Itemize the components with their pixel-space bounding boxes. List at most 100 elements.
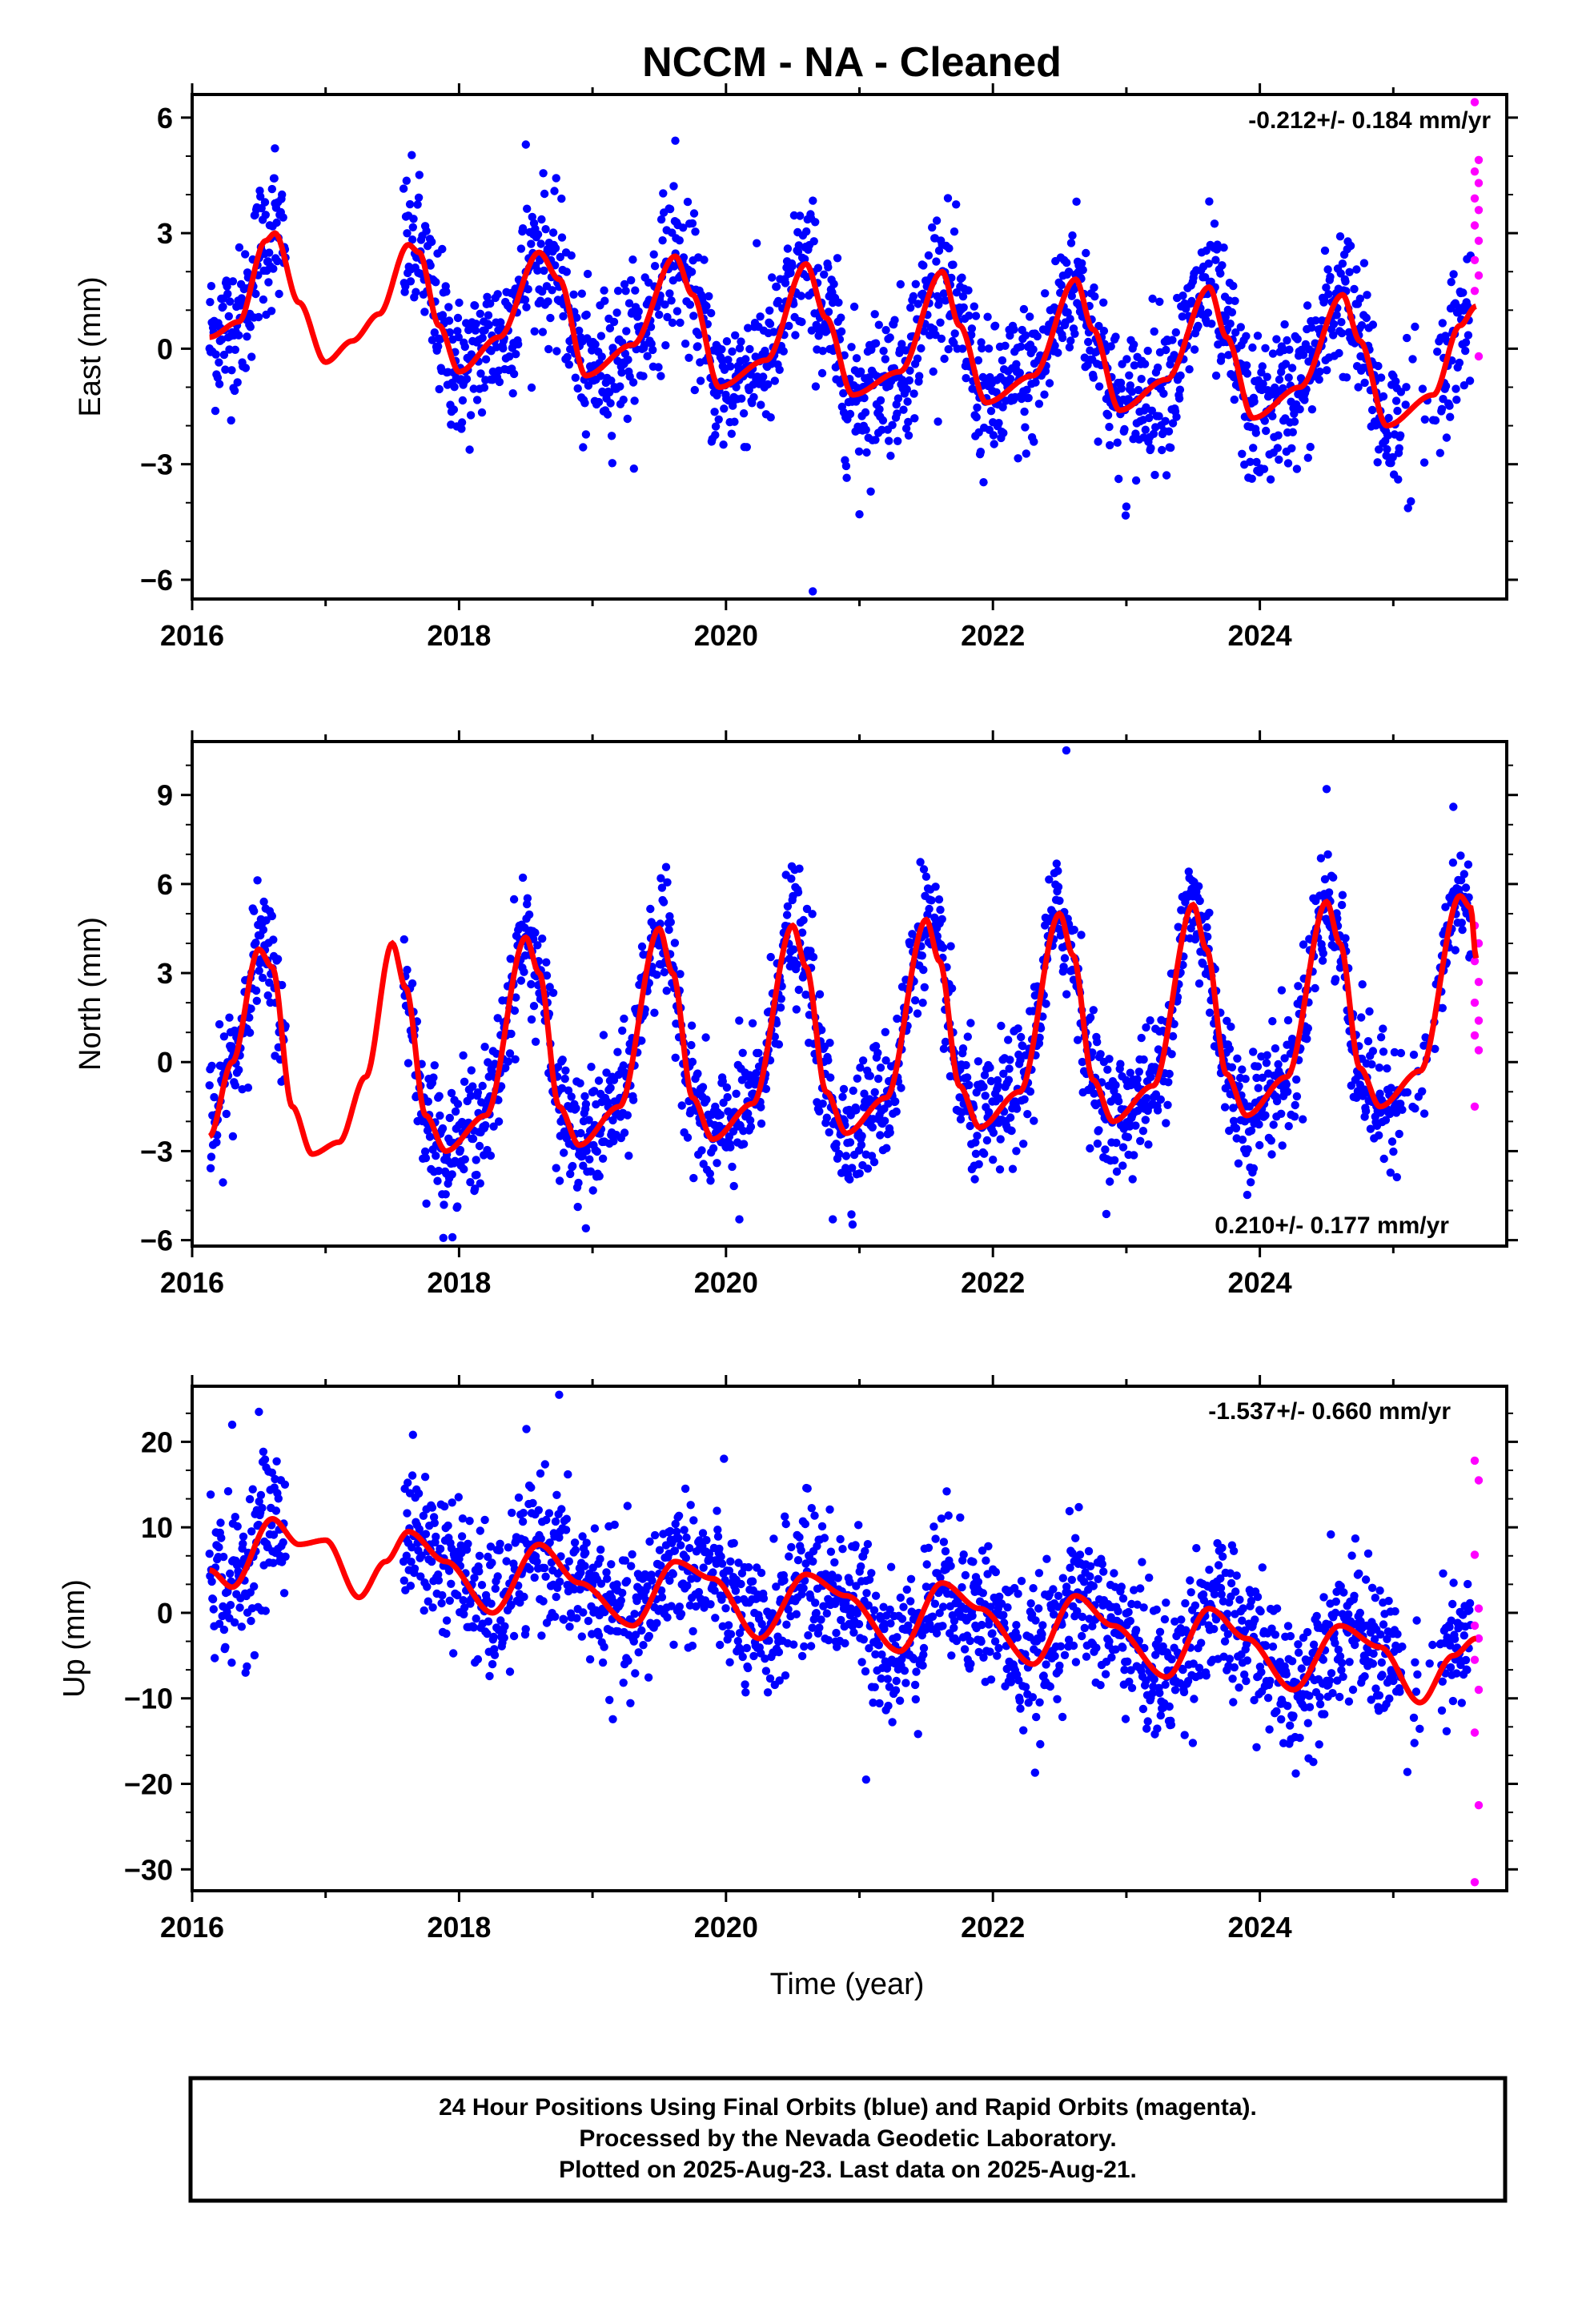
final-orbit-point <box>546 313 555 323</box>
final-orbit-point <box>661 341 670 350</box>
final-orbit-point <box>1220 1103 1230 1112</box>
final-orbit-point <box>1128 1175 1137 1184</box>
final-orbit-point <box>500 1633 508 1642</box>
final-orbit-point <box>974 356 983 365</box>
final-orbit-point <box>893 1633 901 1642</box>
final-orbit-point <box>564 1557 573 1566</box>
final-orbit-point <box>863 1540 873 1549</box>
final-orbit-point <box>896 279 905 289</box>
final-orbit-point <box>572 1104 580 1113</box>
final-orbit-point <box>1283 459 1293 468</box>
final-orbit-point <box>520 967 528 976</box>
final-orbit-point <box>1126 381 1135 390</box>
final-orbit-point <box>941 296 950 305</box>
final-orbit-point <box>205 1081 214 1090</box>
final-orbit-point <box>401 282 410 291</box>
final-orbit-point <box>239 1539 247 1549</box>
final-orbit-point <box>649 250 658 259</box>
final-orbit-point <box>617 368 626 377</box>
final-orbit-point <box>594 397 604 407</box>
final-orbit-point <box>511 1055 520 1064</box>
final-orbit-point <box>820 1534 829 1542</box>
final-orbit-point <box>414 1489 424 1498</box>
final-orbit-point <box>739 409 749 418</box>
final-orbit-point <box>1089 373 1098 382</box>
final-orbit-point <box>476 309 484 318</box>
final-orbit-point <box>460 1077 469 1087</box>
final-orbit-point <box>918 999 927 1007</box>
final-orbit-point <box>1358 980 1367 989</box>
final-orbit-point <box>560 1074 569 1084</box>
final-orbit-point <box>576 1079 584 1088</box>
final-orbit-point <box>557 194 566 203</box>
final-orbit-point <box>1207 320 1216 328</box>
final-orbit-point <box>1357 1013 1366 1022</box>
final-orbit-point <box>466 411 476 420</box>
final-orbit-point <box>1365 1007 1374 1016</box>
final-orbit-point <box>1367 405 1377 415</box>
final-orbit-point <box>215 1019 224 1029</box>
rapid-orbit-point <box>1474 155 1484 164</box>
final-orbit-point <box>230 386 239 396</box>
final-orbit-point <box>706 1600 715 1609</box>
final-orbit-point <box>673 307 682 316</box>
final-orbit-point <box>1359 259 1369 267</box>
final-orbit-point <box>849 1628 858 1637</box>
final-orbit-point <box>441 1190 450 1199</box>
final-orbit-point <box>1213 240 1222 249</box>
final-orbit-point <box>1403 1088 1412 1097</box>
final-orbit-point <box>1243 369 1252 378</box>
final-orbit-point <box>893 436 902 445</box>
final-orbit-point <box>454 1493 463 1502</box>
final-orbit-point <box>213 373 223 382</box>
final-orbit-point <box>869 1157 879 1167</box>
final-orbit-point <box>623 414 632 424</box>
y-tick-label: 0 <box>157 332 173 365</box>
final-orbit-point <box>436 1544 445 1554</box>
final-orbit-point <box>917 951 927 960</box>
final-orbit-point <box>1375 1131 1383 1140</box>
final-orbit-point <box>245 1494 255 1504</box>
final-orbit-point <box>1383 444 1391 454</box>
final-orbit-point <box>222 1109 231 1119</box>
final-orbit-point <box>690 385 699 395</box>
final-orbit-point <box>1162 471 1171 480</box>
final-orbit-point <box>612 308 621 317</box>
final-orbit-point <box>566 1169 575 1179</box>
final-orbit-point <box>921 872 931 881</box>
final-orbit-point <box>763 380 773 389</box>
final-orbit-point <box>879 347 888 356</box>
final-orbit-point <box>781 1512 789 1521</box>
final-orbit-point <box>1291 1100 1299 1110</box>
final-orbit-point <box>1211 255 1220 264</box>
final-orbit-point <box>1167 1050 1176 1059</box>
final-orbit-point <box>226 1601 235 1610</box>
x-tick-label: 2022 <box>961 619 1025 652</box>
final-orbit-point <box>1141 1116 1150 1124</box>
final-orbit-point <box>811 1598 820 1607</box>
final-orbit-point <box>504 1057 512 1066</box>
final-orbit-point <box>891 1686 901 1695</box>
final-orbit-point <box>741 1680 749 1689</box>
final-orbit-point <box>403 1509 412 1518</box>
final-orbit-point <box>493 290 502 299</box>
final-orbit-point <box>1337 328 1347 338</box>
final-orbit-point <box>833 254 842 263</box>
final-orbit-point <box>455 298 464 308</box>
final-orbit-point <box>986 407 996 416</box>
final-orbit-point <box>628 1096 638 1104</box>
final-orbit-point <box>1137 1033 1146 1043</box>
final-orbit-point <box>683 1581 692 1590</box>
figure-title: NCCM - NA - Cleaned <box>642 39 1062 86</box>
final-orbit-point <box>817 368 827 378</box>
final-orbit-point <box>1383 1064 1391 1073</box>
final-orbit-point <box>757 1119 766 1128</box>
final-orbit-point <box>1014 1024 1022 1033</box>
final-orbit-point <box>1324 290 1333 299</box>
final-orbit-point <box>848 1220 857 1229</box>
final-orbit-point <box>660 967 669 977</box>
final-orbit-point <box>854 1521 863 1530</box>
final-orbit-point <box>1060 954 1070 963</box>
final-orbit-point <box>1338 259 1347 268</box>
final-orbit-point <box>689 1173 698 1183</box>
